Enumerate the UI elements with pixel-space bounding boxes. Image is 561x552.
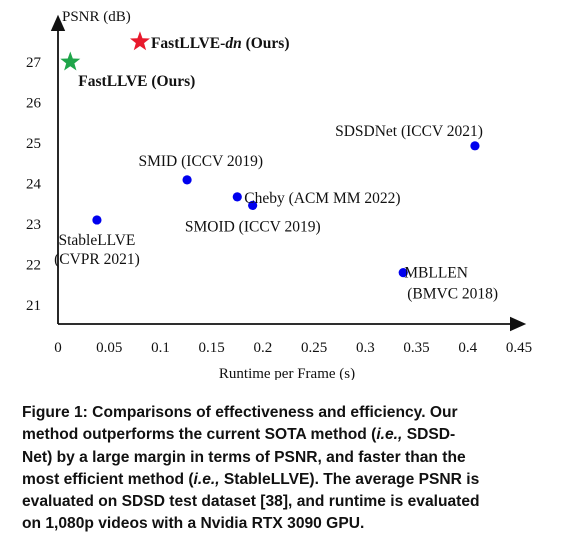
x-tick-label: 0.35 bbox=[403, 340, 429, 356]
x-tick-label: 0.25 bbox=[301, 340, 327, 356]
caption-italic-text: i.e., bbox=[193, 470, 220, 488]
point-marker bbox=[92, 215, 102, 225]
y-tick-label: 26 bbox=[26, 96, 42, 112]
y-tick-label: 27 bbox=[26, 55, 42, 71]
x-tick-label: 0.2 bbox=[254, 340, 273, 356]
caption-text: evaluated on SDSD test dataset [38], and… bbox=[22, 493, 480, 511]
y-tick-label: 25 bbox=[26, 136, 41, 152]
caption-text: Figure 1: Comparisons of effectiveness a… bbox=[22, 404, 458, 421]
point-label: Cheby (ACM MM 2022) bbox=[244, 190, 400, 207]
x-tick-label: 0.05 bbox=[96, 340, 122, 356]
caption-text: StableLLVE). The average PSNR is bbox=[219, 470, 480, 488]
star-marker bbox=[60, 51, 81, 71]
point-label: SMOID (ICCV 2019) bbox=[185, 218, 321, 235]
caption-text: most efficient method ( bbox=[22, 470, 194, 488]
caption-text: Net) by a large margin in terms of PSNR,… bbox=[22, 448, 466, 466]
caption-text: method outperforms the current SOTA meth… bbox=[22, 426, 377, 444]
x-tick-label: 0 bbox=[54, 340, 62, 356]
x-tick-label: 0.1 bbox=[151, 340, 170, 356]
point-labels: FastLLVE-dn (Ours) FastLLVE (Ours) SDSDNet… bbox=[54, 35, 498, 303]
caption-italic-text: i.e., bbox=[376, 426, 403, 444]
point-label: MBLLEN bbox=[404, 265, 468, 282]
point-marker bbox=[182, 175, 192, 185]
x-axis-title: Runtime per Frame (s) bbox=[219, 366, 355, 380]
point-label: StableLLVE bbox=[58, 232, 135, 249]
y-tick-label: 21 bbox=[26, 298, 41, 314]
caption-text: on 1,080p videos with a Nvidia RTX 3090 … bbox=[22, 515, 365, 533]
point-label: FastLLVE (Ours) bbox=[78, 73, 195, 90]
x-tick-label: 0.3 bbox=[356, 340, 375, 356]
x-tick-label: 0.45 bbox=[506, 340, 532, 356]
scatter-chart: PSNR (dB) Runtime per Frame (s) 0 0.05 0.1… bbox=[26, 9, 532, 380]
point-marker bbox=[232, 192, 242, 202]
point-label: SMID (ICCV 2019) bbox=[138, 153, 263, 170]
data-points bbox=[60, 31, 480, 278]
y-tick-label: 23 bbox=[26, 217, 41, 233]
x-tick-labels: 0 0.05 0.1 0.15 0.2 0.25 0.3 0.35 0.4 0.45 bbox=[54, 340, 532, 356]
y-tick-label: 22 bbox=[26, 258, 41, 274]
y-axis-title: PSNR (dB) bbox=[62, 9, 131, 25]
point-marker bbox=[398, 268, 408, 278]
figure-caption: Figure 1: Comparisons of effectiveness a… bbox=[22, 402, 544, 536]
y-tick-labels: 21 22 23 24 25 26 27 bbox=[26, 55, 42, 314]
star-marker bbox=[129, 31, 150, 51]
x-tick-label: 0.4 bbox=[458, 340, 477, 356]
point-label: SDSDNet (ICCV 2021) bbox=[335, 123, 483, 140]
point-label: (CVPR 2021) bbox=[54, 251, 140, 268]
y-tick-label: 24 bbox=[26, 177, 42, 193]
point-marker bbox=[470, 141, 480, 151]
point-label: (BMVC 2018) bbox=[407, 286, 498, 303]
x-tick-label: 0.15 bbox=[199, 340, 225, 356]
caption-text: SDSD- bbox=[402, 426, 456, 444]
point-label: FastLLVE-dn (Ours) bbox=[151, 35, 290, 52]
point-marker bbox=[248, 200, 258, 210]
